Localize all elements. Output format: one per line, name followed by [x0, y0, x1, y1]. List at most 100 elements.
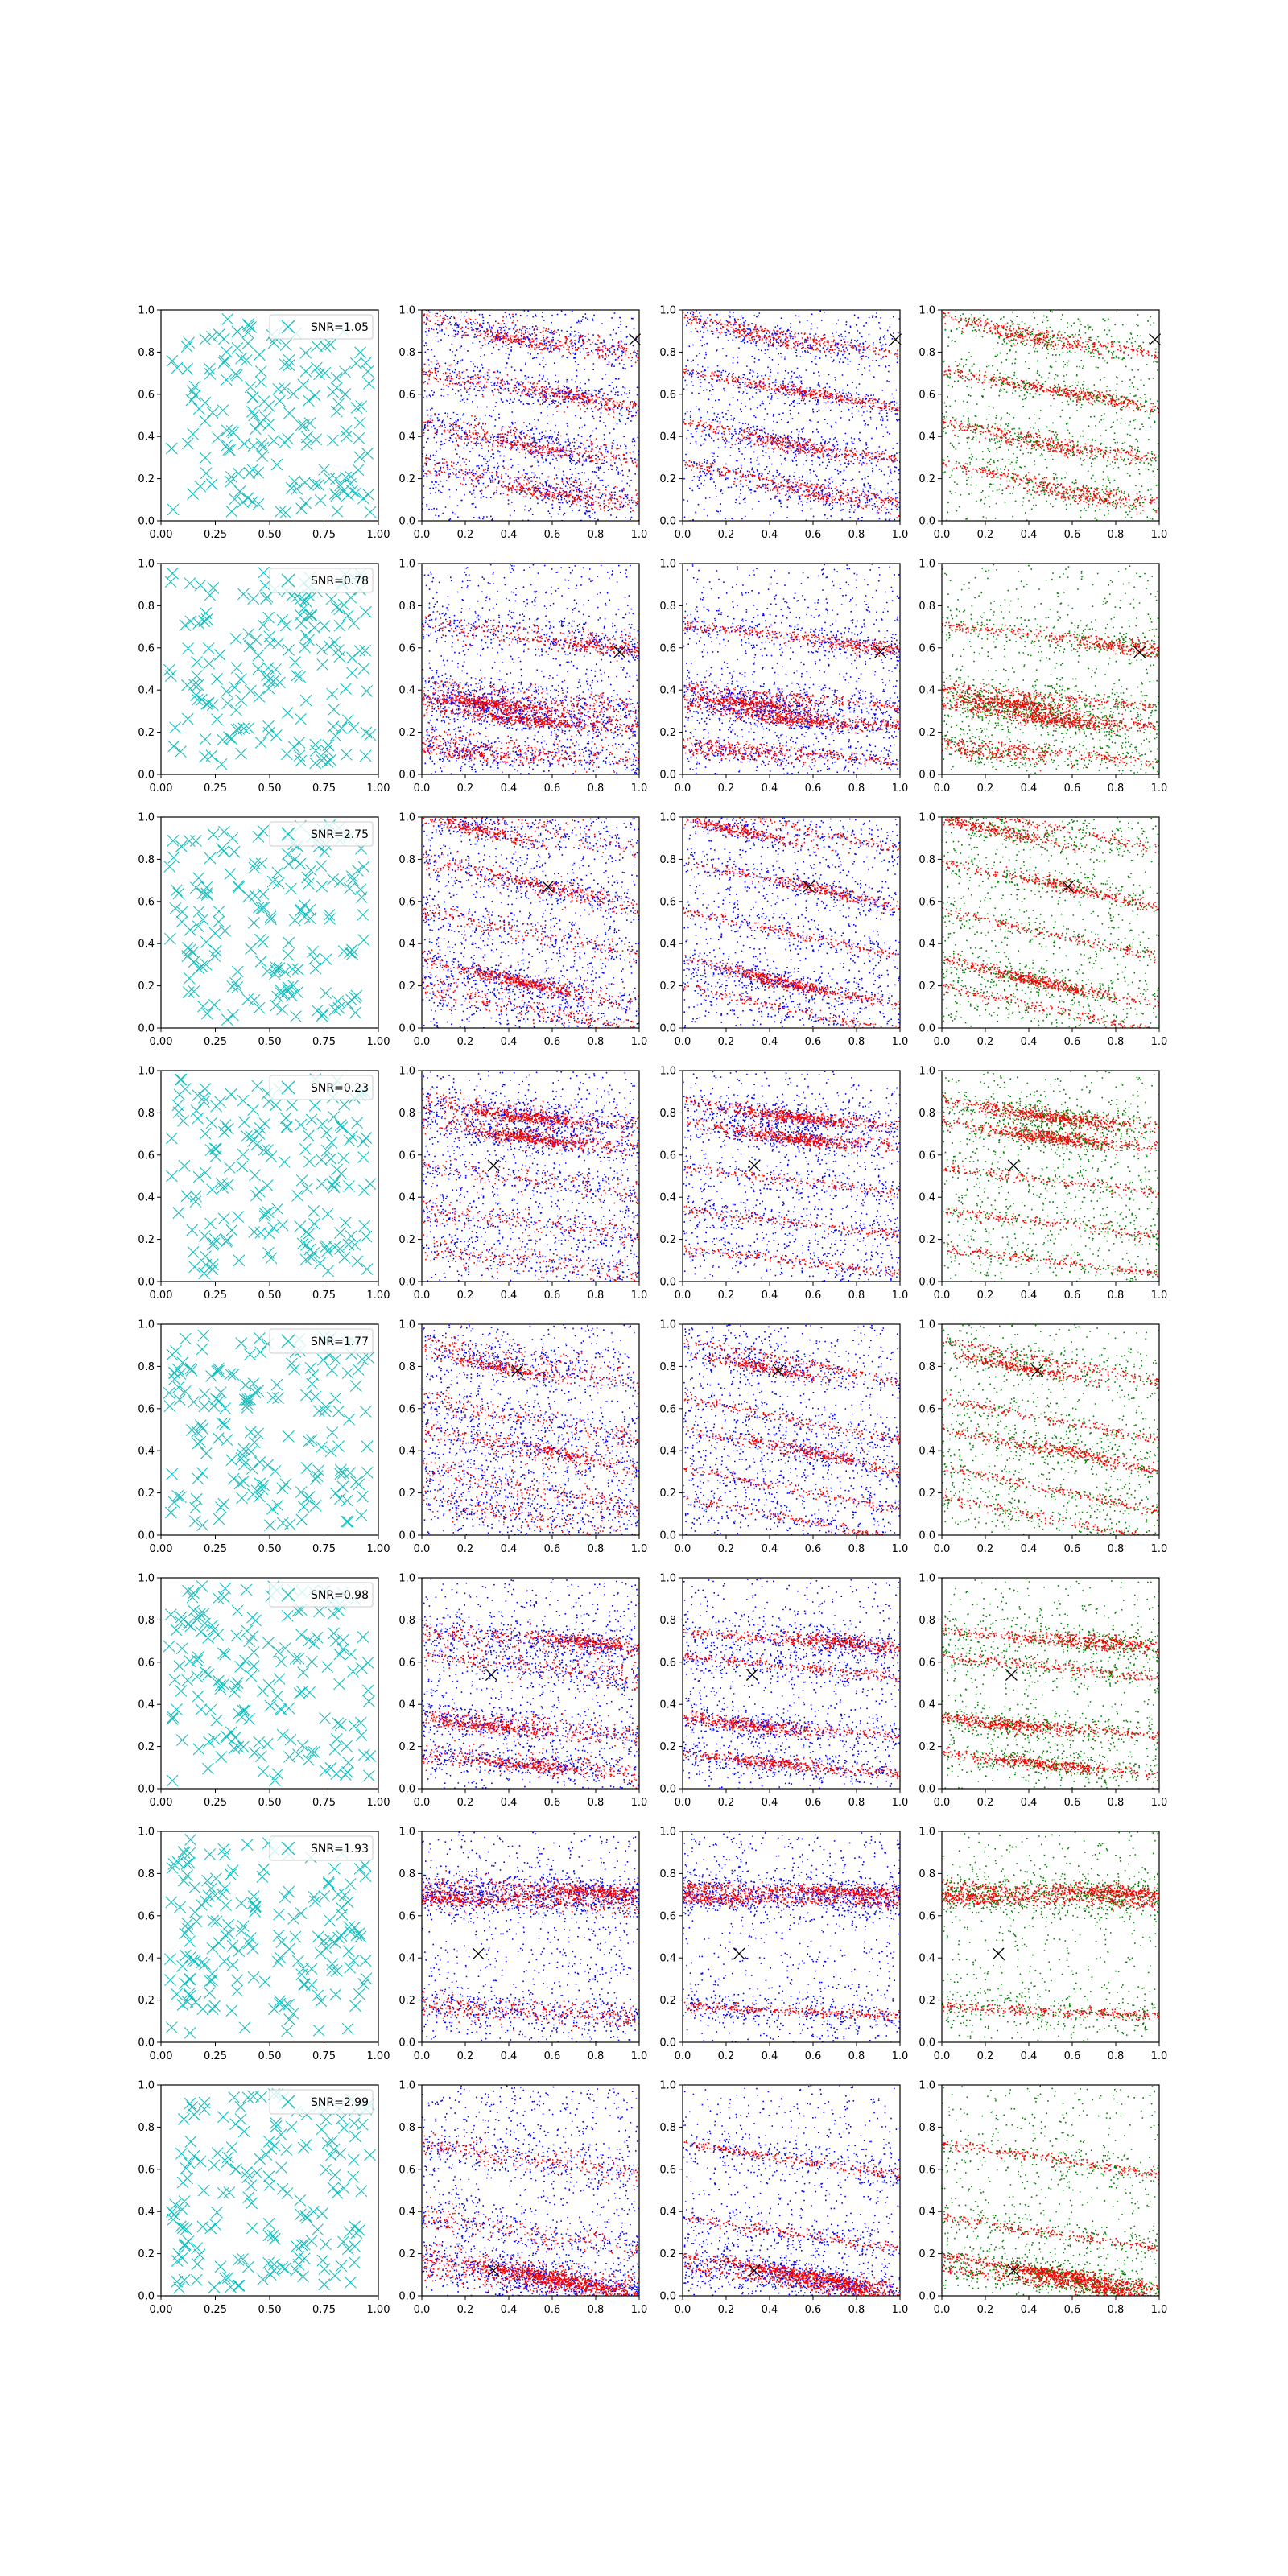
axes-frame [683, 1324, 900, 1535]
cyan-x-markers [163, 567, 376, 770]
x-tick-label: 0.25 [204, 2304, 227, 2316]
y-tick-label: 0.2 [138, 1234, 155, 1246]
y-tick-label: 0.2 [398, 473, 415, 485]
x-tick-label: 0.6 [805, 2050, 822, 2062]
x-tick-label: 0.6 [1064, 2050, 1081, 2062]
blue-points [389, 791, 641, 1050]
y-tick-label: 0.6 [138, 389, 155, 401]
y-tick-label: 0.8 [659, 1615, 676, 1627]
y-tick-label: 0.4 [919, 1192, 935, 1204]
x-tick-label: 0.8 [588, 1036, 605, 1048]
x-tick-label: 0.75 [312, 1036, 336, 1048]
y-tick-label: 0.4 [398, 1699, 415, 1711]
x-tick-label: 1.0 [892, 1290, 909, 1302]
y-tick-label: 0.6 [398, 389, 415, 401]
x-tick-label: 1.0 [631, 2050, 648, 2062]
blue-points [382, 1579, 675, 1802]
y-tick-label: 0.8 [659, 1868, 676, 1880]
y-tick-label: 0.8 [398, 854, 415, 866]
x-tick-label: 0.4 [1021, 1797, 1038, 1809]
x-tick-label: 0.4 [501, 2304, 518, 2316]
x-tick-label: 0.8 [848, 529, 865, 541]
red-points [399, 1326, 663, 1554]
x-tick-label: 0.0 [414, 1290, 431, 1302]
x-tick-label: 0.0 [675, 782, 691, 795]
y-tick-label: 0.2 [138, 727, 155, 739]
y-tick-label: 0.0 [398, 1784, 415, 1796]
y-tick-label: 0.8 [659, 601, 676, 613]
legend-label: SNR=0.23 [311, 1082, 369, 1095]
x-tick-label: 0.8 [1108, 1797, 1125, 1809]
y-tick-label: 0.0 [659, 1530, 676, 1542]
x-tick-label: 1.0 [1151, 529, 1168, 541]
subplot-row1-col2: 0.0 0.2 0.4 0.6 0.8 1.00.00.20.40.60.81.0 [398, 298, 675, 541]
black-x-marker [488, 1160, 499, 1171]
x-tick-label: 0.6 [1064, 529, 1081, 541]
x-tick-label: 0.2 [457, 1036, 474, 1048]
y-tick-label: 0.4 [919, 1446, 935, 1458]
x-tick-label: 0.8 [848, 782, 865, 795]
legend: SNR=1.05 [270, 315, 373, 339]
x-tick-label: 0.8 [588, 782, 605, 795]
axes-frame [161, 817, 378, 1028]
x-tick-label: 0.2 [457, 529, 474, 541]
y-tick-label: 0.0 [919, 2037, 935, 2050]
black-x-marker [473, 1948, 484, 1959]
x-tick-label: 1.0 [631, 1036, 648, 1048]
x-tick-label: 1.0 [1151, 1543, 1168, 1555]
x-tick-label: 0.6 [544, 1036, 561, 1048]
x-tick-label: 1.0 [1151, 782, 1168, 795]
blue-points [679, 1071, 901, 1296]
x-tick-label: 0.50 [258, 2304, 282, 2316]
x-tick-label: 0.2 [457, 2304, 474, 2316]
legend: SNR=0.23 [270, 1075, 373, 1100]
x-tick-label: 1.0 [1151, 2050, 1168, 2062]
x-tick-label: 1.0 [631, 2304, 648, 2316]
y-tick-label: 0.2 [398, 2248, 415, 2260]
y-tick-label: 0.2 [659, 1995, 676, 2007]
x-tick-label: 0.4 [762, 1797, 778, 1809]
y-tick-label: 0.8 [398, 1361, 415, 1373]
x-tick-label: 0.0 [414, 1036, 431, 1048]
point-cloud [912, 1323, 1164, 1553]
black-x-marker [543, 881, 554, 892]
y-tick-label: 0.6 [659, 896, 676, 908]
y-tick-label: 0.8 [659, 854, 676, 866]
x-tick-label: 0.4 [501, 1036, 518, 1048]
x-tick-label: 1.00 [367, 1036, 390, 1048]
x-tick-label: 0.2 [977, 2304, 994, 2316]
x-tick-label: 0.50 [258, 529, 282, 541]
x-tick-label: 0.0 [934, 1543, 951, 1555]
y-tick-label: 1.0 [398, 1066, 415, 1078]
blue-points [393, 1321, 660, 1550]
cyan-x-markers [166, 2088, 375, 2293]
x-tick-label: 0.4 [1021, 782, 1038, 795]
y-tick-label: 1.0 [919, 1319, 935, 1331]
x-tick-label: 0.4 [1021, 2050, 1038, 2062]
axes-frame [942, 817, 1159, 1028]
legend-label: SNR=1.93 [311, 1843, 369, 1856]
y-tick-label: 0.8 [919, 2122, 935, 2134]
y-tick-label: 0.4 [919, 939, 935, 951]
cyan-x-markers [164, 1834, 371, 2038]
y-tick-label: 1.0 [919, 1066, 935, 1078]
y-tick-label: 0.8 [398, 347, 415, 359]
x-tick-label: 1.00 [367, 2050, 390, 2062]
x-tick-label: 0.0 [934, 782, 951, 795]
x-tick-label: 0.00 [150, 2050, 173, 2062]
x-tick-label: 0.8 [848, 2050, 865, 2062]
y-tick-label: 0.4 [919, 431, 935, 444]
y-tick-label: 0.8 [919, 601, 935, 613]
y-tick-label: 0.0 [138, 1530, 155, 1542]
y-tick-label: 0.0 [138, 1784, 155, 1796]
y-tick-label: 0.0 [398, 1530, 415, 1542]
red-points [340, 1870, 704, 2031]
y-tick-label: 0.6 [398, 1657, 415, 1669]
x-tick-label: 0.2 [718, 529, 735, 541]
y-tick-label: 0.4 [138, 1192, 155, 1204]
x-tick-label: 0.2 [977, 2050, 994, 2062]
y-tick-label: 0.6 [919, 2164, 935, 2176]
y-tick-label: 0.2 [138, 473, 155, 485]
legend-label: SNR=1.05 [311, 321, 369, 334]
